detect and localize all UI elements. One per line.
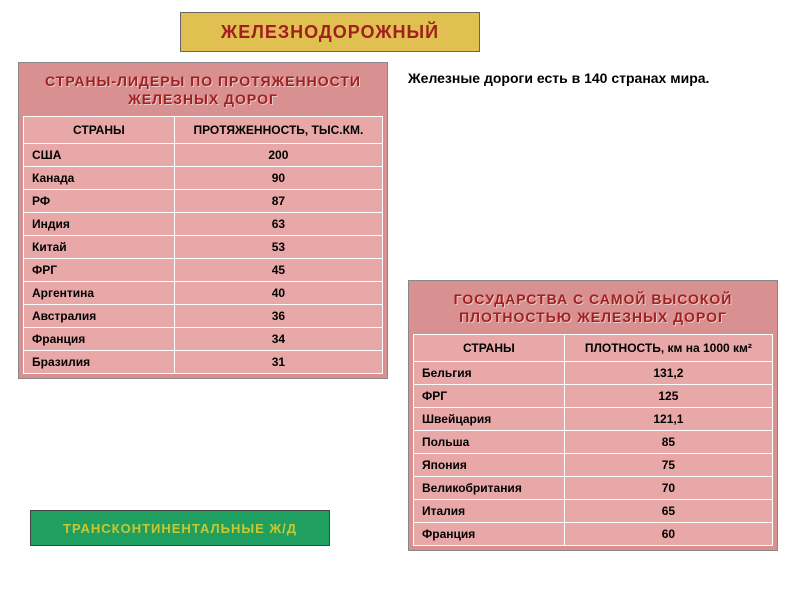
cell-value: 87 [174,190,382,213]
col-header-country: СТРАНЫ [414,335,565,362]
table-caption-density: ГОСУДАРСТВА С САМОЙ ВЫСОКОЙ ПЛОТНОСТЬЮ Ж… [413,287,773,334]
table-density: СТРАНЫ ПЛОТНОСТЬ, км на 1000 км² Бельгия… [413,334,773,546]
cell-country: Индия [24,213,175,236]
transcontinental-link[interactable]: ТРАНСКОНТИНЕНТАЛЬНЫЕ Ж/Д [30,510,330,546]
col-header-value: ПРОТЯЖЕННОСТЬ, ТЫС.КМ. [174,117,382,144]
table-row: Китай53 [24,236,383,259]
cell-country: ФРГ [24,259,175,282]
table-row: Канада90 [24,167,383,190]
table-row: ФРГ45 [24,259,383,282]
table-row: США200 [24,144,383,167]
caption-line: ГОСУДАРСТВА С САМОЙ ВЫСОКОЙ [454,291,733,307]
table-row: Аргентина40 [24,282,383,305]
cell-value: 63 [174,213,382,236]
cell-value: 70 [564,477,772,500]
table-row: РФ87 [24,190,383,213]
cell-value: 121,1 [564,408,772,431]
page-title: ЖЕЛЕЗНОДОРОЖНЫЙ [221,22,439,43]
cell-value: 65 [564,500,772,523]
cell-value: 200 [174,144,382,167]
cell-value: 131,2 [564,362,772,385]
table-block-density: ГОСУДАРСТВА С САМОЙ ВЫСОКОЙ ПЛОТНОСТЬЮ Ж… [408,280,778,551]
cell-country: Япония [414,454,565,477]
cell-value: 60 [564,523,772,546]
caption-line: ЖЕЛЕЗНЫХ ДОРОГ [128,91,278,107]
cell-country: Италия [414,500,565,523]
table-row: Бразилия31 [24,351,383,374]
cell-country: Бельгия [414,362,565,385]
table-row: Швейцария121,1 [414,408,773,431]
table-row: Италия65 [414,500,773,523]
cell-value: 36 [174,305,382,328]
col-header-value: ПЛОТНОСТЬ, км на 1000 км² [564,335,772,362]
cell-country: Франция [414,523,565,546]
caption-line: ПЛОТНОСТЬЮ ЖЕЛЕЗНЫХ ДОРОГ [459,309,727,325]
table-row: Франция60 [414,523,773,546]
table-row: Великобритания70 [414,477,773,500]
table-length: СТРАНЫ ПРОТЯЖЕННОСТЬ, ТЫС.КМ. США200Кана… [23,116,383,374]
cell-country: РФ [24,190,175,213]
cell-country: ФРГ [414,385,565,408]
cell-country: Великобритания [414,477,565,500]
cell-country: Китай [24,236,175,259]
subtitle-text: Железные дороги есть в 140 странах мира. [408,70,709,86]
link-label: ТРАНСКОНТИНЕНТАЛЬНЫЕ Ж/Д [63,521,297,536]
cell-value: 53 [174,236,382,259]
cell-value: 45 [174,259,382,282]
table-block-length: СТРАНЫ-ЛИДЕРЫ ПО ПРОТЯЖЕННОСТИ ЖЕЛЕЗНЫХ … [18,62,388,379]
cell-value: 75 [564,454,772,477]
cell-value: 90 [174,167,382,190]
cell-country: Австралия [24,305,175,328]
cell-country: Польша [414,431,565,454]
table-row: Бельгия131,2 [414,362,773,385]
cell-value: 31 [174,351,382,374]
cell-country: Бразилия [24,351,175,374]
page-title-banner: ЖЕЛЕЗНОДОРОЖНЫЙ [180,12,480,52]
cell-value: 125 [564,385,772,408]
caption-line: СТРАНЫ-ЛИДЕРЫ ПО ПРОТЯЖЕННОСТИ [45,73,361,89]
table-row: Франция34 [24,328,383,351]
table-row: Япония75 [414,454,773,477]
cell-country: США [24,144,175,167]
cell-country: Канада [24,167,175,190]
table-row: Польша85 [414,431,773,454]
cell-value: 40 [174,282,382,305]
cell-value: 85 [564,431,772,454]
cell-value: 34 [174,328,382,351]
cell-country: Швейцария [414,408,565,431]
table-row: Австралия36 [24,305,383,328]
table-row: Индия63 [24,213,383,236]
table-row: ФРГ125 [414,385,773,408]
cell-country: Франция [24,328,175,351]
col-header-country: СТРАНЫ [24,117,175,144]
cell-country: Аргентина [24,282,175,305]
table-caption-length: СТРАНЫ-ЛИДЕРЫ ПО ПРОТЯЖЕННОСТИ ЖЕЛЕЗНЫХ … [23,69,383,116]
